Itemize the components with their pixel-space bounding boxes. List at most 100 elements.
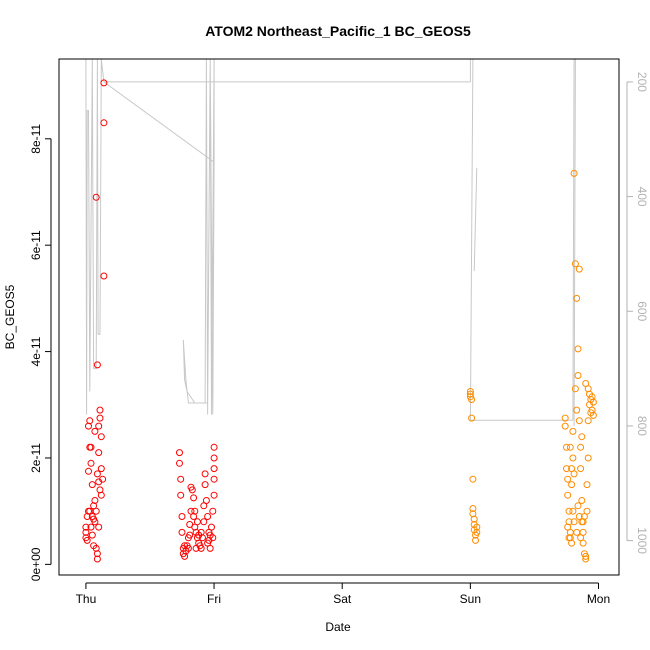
data-point [178, 513, 186, 520]
x-tick-label: Thu [76, 592, 97, 606]
data-point [85, 467, 92, 475]
data-point [583, 481, 591, 489]
data-point [574, 372, 582, 379]
data-point [206, 544, 214, 552]
data-point [192, 544, 200, 552]
data-point [93, 470, 101, 478]
pressure-line-segment [573, 58, 576, 426]
data-point [466, 388, 474, 395]
pressure-line-segment [572, 58, 575, 421]
data-point [577, 443, 585, 451]
data-point [565, 507, 573, 515]
data-point [204, 513, 212, 520]
right-tick-label: 200 [635, 72, 649, 92]
data-point [568, 481, 576, 489]
data-point [83, 536, 91, 544]
data-point [90, 502, 98, 510]
data-point [200, 518, 208, 526]
data-point [82, 523, 90, 531]
data-point [566, 443, 574, 451]
data-point [573, 294, 581, 302]
data-point [88, 513, 96, 520]
data-point [96, 406, 104, 414]
data-point [468, 414, 476, 422]
data-point [95, 449, 103, 457]
pressure-line-segment [473, 167, 478, 272]
data-point [575, 513, 583, 520]
chart-title: ATOM2 Northeast_Pacific_1 BC_GEOS5 [205, 23, 471, 39]
data-point [95, 523, 103, 531]
data-point [95, 422, 103, 430]
data-point [570, 169, 578, 177]
data-point [589, 398, 597, 406]
y-tick-label: 8e-11 [29, 124, 43, 154]
data-point [573, 406, 581, 414]
x-tick-label: Sat [333, 592, 352, 606]
pressure-line [85, 58, 215, 415]
right-tick-label: 400 [635, 187, 649, 207]
data-point [100, 272, 108, 280]
y-tick-label: 2e-11 [29, 443, 43, 473]
x-tick-label: Mon [587, 592, 610, 606]
data-point [470, 515, 478, 523]
data-point [584, 454, 592, 462]
data-point [97, 465, 105, 473]
data-point [589, 411, 597, 419]
y-axis-right: 200 400 600 800 1000 [626, 72, 649, 554]
data-point [577, 465, 585, 473]
data-point [188, 486, 196, 494]
data-point [563, 443, 570, 451]
data-point [201, 481, 209, 489]
points-layer [82, 79, 597, 563]
data-point [208, 523, 215, 531]
data-point [99, 475, 107, 483]
data-point [561, 422, 569, 430]
data-point [86, 417, 94, 425]
data-point [569, 454, 577, 462]
data-point [197, 544, 205, 552]
data-point [96, 486, 104, 494]
y-tick-label: 0e+00 [29, 547, 43, 581]
data-point [569, 507, 577, 515]
x-axis-label: Date [325, 620, 351, 634]
data-point [88, 481, 96, 489]
data-point [91, 427, 99, 435]
right-tick-label: 800 [635, 416, 649, 436]
data-point [571, 385, 579, 393]
right-tick-label: 600 [635, 301, 649, 321]
data-point [87, 443, 95, 451]
data-point [190, 513, 198, 520]
data-point [469, 475, 477, 483]
data-point [563, 465, 570, 473]
x-axis: Thu Fri Sat Sun Mon [76, 582, 610, 606]
data-point [561, 414, 569, 422]
data-point [472, 536, 479, 544]
data-point [574, 502, 582, 510]
data-point [176, 459, 183, 467]
data-point [100, 119, 108, 127]
data-point [578, 497, 586, 504]
data-point [568, 465, 576, 473]
data-point [473, 523, 481, 531]
data-point [87, 523, 95, 531]
data-point [181, 542, 189, 550]
y-tick-label: 4e-11 [29, 336, 43, 366]
data-point [577, 534, 585, 542]
data-point [191, 507, 199, 515]
data-point [88, 531, 96, 539]
data-point [93, 550, 101, 558]
data-point [565, 534, 573, 542]
data-point [473, 528, 481, 536]
y-axis-label: BC_GEOS5 [3, 284, 17, 349]
data-point [92, 544, 100, 552]
data-point [584, 385, 592, 393]
data-point [209, 507, 217, 515]
data-point [579, 518, 587, 526]
data-point [177, 491, 185, 499]
data-point [584, 417, 592, 425]
data-point [573, 528, 581, 536]
x-tick-label: Fri [207, 592, 221, 606]
data-point [96, 414, 104, 422]
data-point [210, 491, 218, 499]
data-point [575, 417, 583, 425]
